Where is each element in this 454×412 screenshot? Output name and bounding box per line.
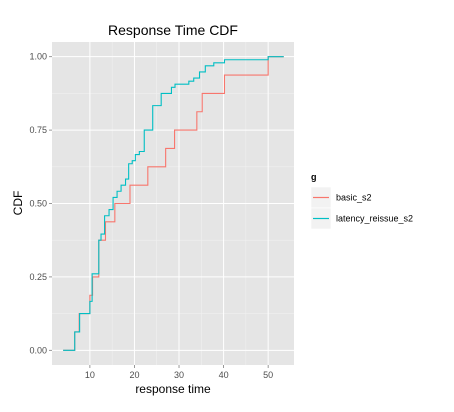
- x-tick-label: 30: [174, 370, 184, 380]
- x-tick-label: 50: [263, 370, 273, 380]
- x-axis-title: response time: [135, 382, 211, 396]
- grid-layer: [52, 42, 294, 365]
- y-tick-label: 1.00: [29, 52, 47, 62]
- y-axis-title: CDF: [11, 191, 25, 216]
- y-tick-label: 0.00: [29, 345, 47, 355]
- y-tick-label: 0.75: [29, 125, 47, 135]
- series-layer: [63, 56, 284, 351]
- y-tick-label: 0.25: [29, 272, 47, 282]
- legend-label: basic_s2: [336, 193, 372, 203]
- x-tick-label: 20: [129, 370, 139, 380]
- chart-title: Response Time CDF: [108, 22, 238, 38]
- axis-layer: 10 20 30 40 50 0.00 0.25 0.50 0.75 1.00: [29, 52, 273, 380]
- y-tick-label: 0.50: [29, 199, 47, 209]
- legend-label: latency_reissue_s2: [336, 214, 413, 224]
- legend: g basic_s2 latency_reissue_s2: [310, 172, 413, 230]
- legend-title: g: [311, 172, 317, 182]
- x-tick-label: 10: [85, 370, 95, 380]
- series-line-latency_reissue_s2: [63, 56, 284, 351]
- x-tick-label: 40: [219, 370, 229, 380]
